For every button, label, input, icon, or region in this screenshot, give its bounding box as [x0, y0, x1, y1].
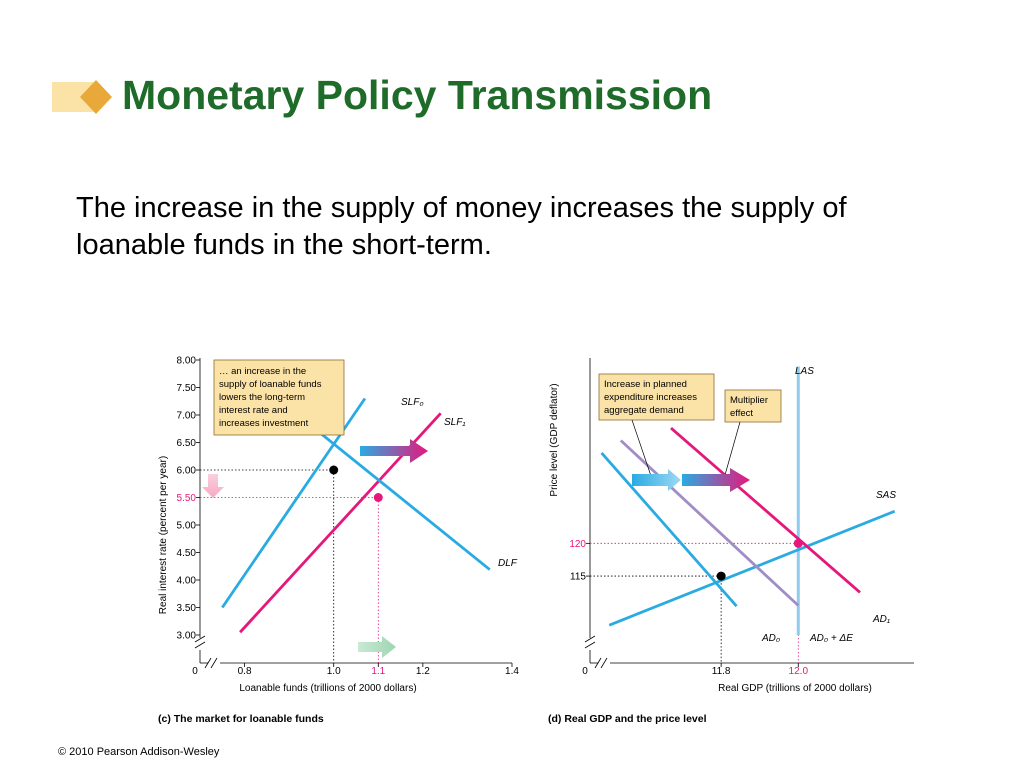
series-label: DLF — [498, 558, 518, 569]
chart-d-axes — [584, 358, 914, 669]
y-tick-label: 8.00 — [177, 356, 197, 367]
y-axis-break-icon — [584, 635, 596, 649]
y-tick-label: 6.50 — [177, 438, 197, 449]
planned-expenditure-arrow-icon — [632, 469, 681, 491]
chart-d-equilibria — [716, 538, 803, 581]
chart-c-series-labels: SLF₀ SLF₁ DLF — [401, 397, 518, 569]
chart-d-ylabel: Price level (GDP deflator) — [549, 383, 560, 496]
x-axis-break-icon — [204, 657, 218, 669]
equilibrium-point — [329, 465, 339, 475]
chart-c-equilibria — [329, 465, 383, 502]
svg-text:increases investment: increases investment — [219, 418, 309, 429]
x-tick-label: 1.2 — [416, 666, 430, 677]
x-tick-label: 1.4 — [505, 666, 519, 677]
svg-text:expenditure increases: expenditure increases — [604, 392, 697, 403]
series-label: LAS — [795, 366, 814, 377]
slide-body-text: The increase in the supply of money incr… — [76, 192, 847, 261]
title-diamond-icon — [52, 80, 112, 114]
x-tick-label: 11.8 — [712, 666, 731, 677]
chart-c-axes — [194, 358, 512, 669]
chart-d-series-labels: LAS SAS AD₀ AD₀ + ΔE AD₁ — [761, 366, 896, 644]
chart-c-caption: (c) The market for loanable funds — [158, 713, 324, 725]
chart-c-ylabel: Real interest rate (percent per year) — [158, 456, 169, 614]
y-tick-label: 4.00 — [177, 576, 197, 587]
svg-text:interest rate and: interest rate and — [219, 405, 288, 416]
chart-d-annotation-expenditure: Increase in planned expenditure increase… — [598, 373, 715, 477]
real-gdp-chart: 0 120 115 11.8 12.0 LAS SAS AD₀ AD₀ + ΔE AD₁ Inc… — [548, 358, 914, 725]
y-tick-label: 4.50 — [177, 548, 197, 559]
y-axis-break-icon — [194, 635, 206, 649]
series-line — [670, 427, 861, 594]
chart-d-caption: (d) Real GDP and the price level — [548, 713, 707, 725]
x-tick-label: 12.0 — [789, 666, 809, 677]
supply-shift-arrow-icon — [360, 439, 428, 463]
svg-text:Multiplier: Multiplier — [730, 395, 768, 406]
series-label: AD₀ — [761, 633, 780, 644]
series-label: SAS — [876, 490, 896, 501]
svg-text:supply of loanable funds: supply of loanable funds — [219, 379, 322, 390]
chart-c-guides — [200, 469, 379, 663]
copyright-notice: © 2010 Pearson Addison-Wesley — [58, 746, 220, 758]
chart-c-ticks: 0 8.00 7.50 7.00 6.50 6.00 5.50 5.00 4.50 4.00 3.5… — [177, 356, 520, 678]
svg-text:lowers the long-term: lowers the long-term — [219, 392, 305, 403]
series-label: AD₀ + ΔE — [809, 633, 853, 644]
chart-c-xlabel: Loanable funds (trillions of 2000 dollar… — [239, 683, 416, 694]
series-label: SLF₀ — [401, 397, 424, 408]
x-axis-break-icon — [594, 657, 608, 669]
series-line — [600, 452, 738, 608]
chart-d-series — [600, 366, 896, 635]
svg-text:… an increase in the: … an increase in the — [219, 366, 306, 377]
svg-text:Increase in planned: Increase in planned — [604, 379, 687, 390]
series-line — [619, 439, 800, 607]
y-tick-label: 120 — [569, 539, 586, 550]
y-tick-label: 7.00 — [177, 411, 197, 422]
origin-label: 0 — [192, 666, 198, 677]
chart-d-annotation-multiplier: Multiplier effect — [724, 389, 782, 476]
y-tick-label: 7.50 — [177, 383, 197, 394]
series-label: SLF₁ — [444, 417, 466, 428]
x-tick-label: 0.8 — [238, 666, 252, 677]
chart-d-xlabel: Real GDP (trillions of 2000 dollars) — [718, 683, 872, 694]
equilibrium-point — [716, 571, 726, 581]
svg-text:effect: effect — [730, 408, 753, 419]
y-tick-label: 3.50 — [177, 603, 197, 614]
y-tick-label: 115 — [570, 572, 586, 583]
y-tick-label: 5.00 — [177, 521, 197, 532]
loanable-funds-chart: 0 8.00 7.50 7.00 6.50 6.00 5.50 5.00 4.50 4.00 3.5… — [158, 356, 520, 726]
equilibrium-point — [373, 493, 383, 502]
y-tick-label: 6.00 — [177, 466, 197, 477]
svg-text:aggregate demand: aggregate demand — [604, 405, 684, 416]
y-tick-label: 3.00 — [177, 631, 197, 642]
multiplier-arrow-icon — [682, 468, 750, 492]
rate-decrease-arrow-icon — [202, 474, 224, 498]
series-label: AD₁ — [872, 614, 890, 625]
chart-d-ticks: 0 120 115 11.8 12.0 — [569, 539, 808, 677]
x-tick-label: 1.0 — [327, 666, 341, 677]
quantity-increase-arrow-icon — [358, 636, 396, 658]
series-line — [608, 509, 896, 627]
x-tick-label: 1.1 — [371, 666, 385, 677]
y-tick-label: 5.50 — [177, 493, 197, 504]
slide-title: Monetary Policy Transmission — [122, 72, 713, 118]
chart-c-annotation: … an increase in the supply of loanable … — [213, 359, 345, 436]
origin-label: 0 — [582, 666, 588, 677]
equilibrium-point — [793, 538, 803, 548]
